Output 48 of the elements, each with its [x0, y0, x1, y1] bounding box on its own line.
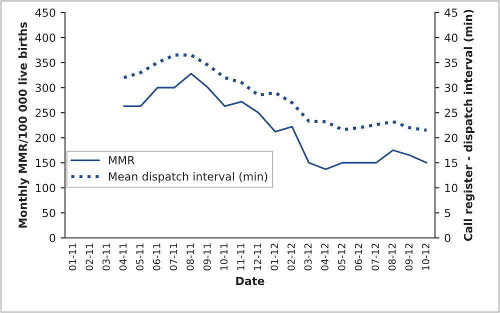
line-series [122, 54, 428, 132]
x-tick-label: 06-12 [354, 244, 362, 270]
x-tick-label: 02-12 [288, 244, 295, 270]
x-tick-label: 09-11 [203, 244, 211, 270]
y-tick-label: 450 [35, 8, 56, 17]
y2-tick-label: 25 [444, 108, 458, 118]
x-tick-label: 07-11 [170, 244, 178, 270]
x-tick-label: 10-11 [220, 244, 228, 270]
x-axis-title: Date [236, 276, 264, 286]
y2-axis-title: Call register - dispatch interval (min) [464, 10, 475, 241]
y-tick-label: 50 [42, 208, 56, 218]
x-tick-label: 08-12 [388, 244, 396, 270]
y2-tick-label: 0 [444, 234, 450, 242]
y-tick-label: 400 [35, 34, 56, 42]
legend-label: MMR [109, 156, 135, 164]
y-tick-label: 150 [36, 158, 56, 168]
x-tick-label: 05-12 [338, 244, 346, 270]
x-tick-label: 07-12 [372, 244, 379, 270]
x-tick-label: 01-11 [68, 244, 76, 270]
x-tick-label: 04-11 [119, 244, 127, 270]
y-tick-label: 0 [50, 234, 56, 242]
y-tick-label: 200 [36, 134, 56, 142]
x-tick-label: 03-11 [102, 244, 110, 270]
y2-tick-label: 20 [444, 134, 458, 142]
y2-tick-label: 35 [444, 58, 458, 67]
y-tick-label: 300 [36, 84, 56, 92]
y2-tick-label: 10 [445, 184, 458, 192]
y-tick-label: 250 [36, 108, 56, 118]
y2-tick-label: 40 [444, 34, 458, 42]
x-tick-label: 06-11 [152, 244, 160, 270]
x-tick-label: 11-11 [237, 244, 244, 270]
y2-tick-label: 5 [444, 208, 450, 218]
x-tick-label: 01-12 [270, 244, 278, 270]
x-tick-label: 12-11 [254, 244, 262, 270]
x-tick-label: 10-12 [422, 244, 430, 270]
x-tick-label: 09-12 [405, 244, 413, 270]
x-tick-label: 08-11 [186, 244, 194, 270]
y-tick-label: 350 [36, 58, 56, 67]
y-axis-title: Monthly MMR/100 000 live births [18, 22, 30, 228]
y2-tick-label: 45 [444, 8, 458, 17]
y-tick-label: 100 [36, 184, 56, 192]
legend-label: Mean dispatch interval (min) [109, 172, 268, 183]
x-tick-label: 04-12 [321, 244, 329, 270]
x-tick-label: 03-12 [304, 244, 312, 270]
x-tick-label: 02-11 [86, 244, 94, 270]
y2-tick-label: 30 [444, 84, 458, 92]
x-tick-label: 05-11 [136, 244, 144, 270]
y2-tick-label: 15 [445, 158, 458, 168]
